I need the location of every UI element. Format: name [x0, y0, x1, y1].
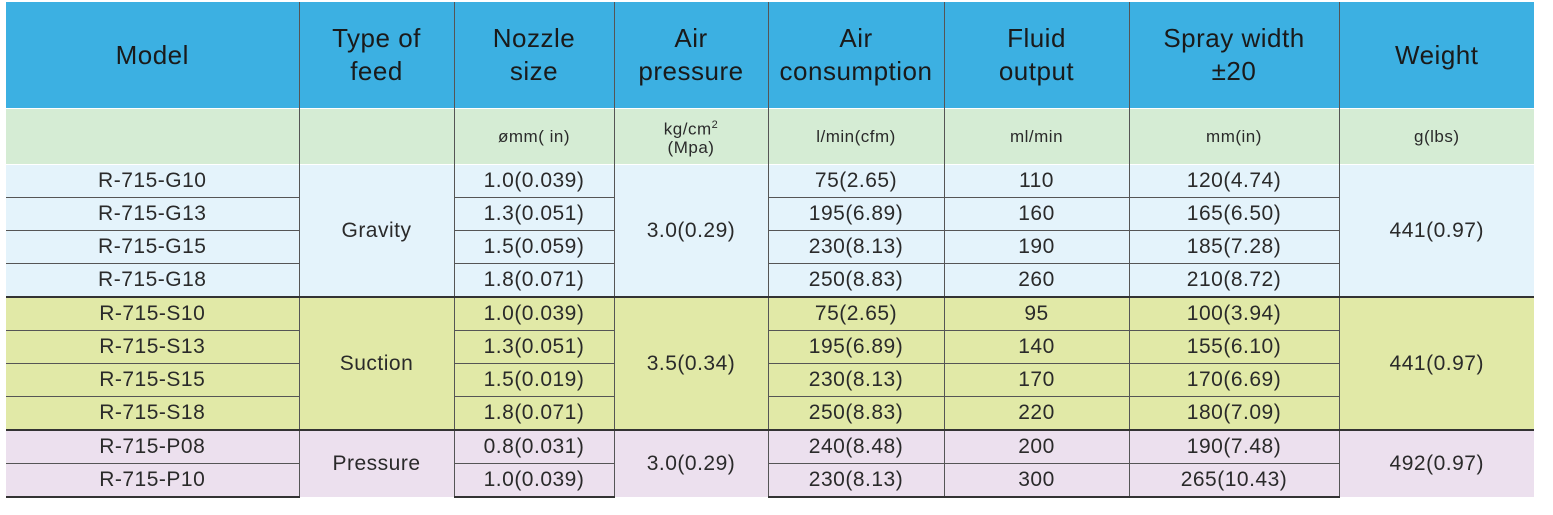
unit-air-pressure-superscript: 2	[711, 119, 719, 132]
cell-air-consumption: 195(6.89)	[767, 197, 944, 231]
cell-model: R-715-G18	[6, 263, 299, 297]
header-fluid-output: Fluid output	[943, 2, 1129, 109]
header-air-pressure: Air pressure	[613, 2, 768, 109]
unit-air-consumption: l/min(cfm)	[767, 108, 944, 165]
cell-spray-width: 265(10.43)	[1128, 463, 1339, 498]
cell-weight: 492(0.97)	[1338, 429, 1534, 497]
unit-model	[6, 108, 299, 165]
unit-type-of-feed	[298, 108, 454, 165]
cell-nozzle: 0.8(0.031)	[453, 429, 614, 464]
cell-nozzle: 1.0(0.039)	[453, 164, 614, 198]
cell-model: R-715-P10	[6, 463, 299, 498]
table-row: R-715-G10 Gravity 1.0(0.039) 3.0(0.29) 7…	[6, 164, 1534, 297]
unit-fluid-output: ml/min	[943, 108, 1129, 165]
header-model: Model	[6, 2, 299, 109]
cell-spray-width: 190(7.48)	[1128, 429, 1339, 464]
cell-air-consumption: 230(8.13)	[767, 463, 944, 498]
cell-spray-width: 100(3.94)	[1128, 296, 1339, 331]
cell-nozzle: 1.5(0.059)	[453, 230, 614, 264]
cell-model: R-715-S10	[6, 296, 299, 331]
header-weight: Weight	[1338, 2, 1534, 109]
header-nozzle-size-text: Nozzle size	[492, 23, 576, 86]
units-row: ømm( in) kg/cm2 (Mpa) l/min(cfm) ml/min …	[6, 108, 1534, 165]
cell-air-consumption: 250(8.83)	[767, 396, 944, 430]
spray-gun-spec-table: Model Type of feed Nozzle size Air press…	[6, 2, 1534, 498]
cell-weight: 441(0.97)	[1338, 164, 1534, 297]
cell-spray-width: 185(7.28)	[1128, 230, 1339, 264]
table-row: R-715-G18 1.8(0.071) 250(8.83) 260 210(8…	[6, 263, 1534, 297]
cell-fluid-output: 190	[943, 230, 1129, 264]
cell-model: R-715-S15	[6, 363, 299, 397]
unit-spray-width: mm(in)	[1128, 108, 1339, 165]
spray-gun-spec-table-wrapper: Model Type of feed Nozzle size Air press…	[6, 2, 1534, 498]
header-fluid-output-text: Fluid output	[998, 23, 1075, 86]
cell-spray-width: 210(8.72)	[1128, 263, 1339, 297]
cell-spray-width: 120(4.74)	[1128, 164, 1339, 198]
cell-air-consumption: 250(8.83)	[767, 263, 944, 297]
table-row: R-715-G15 1.5(0.059) 230(8.13) 190 185(7…	[6, 230, 1534, 264]
cell-nozzle: 1.8(0.071)	[453, 263, 614, 297]
cell-model: R-715-G15	[6, 230, 299, 264]
cell-air-consumption: 240(8.48)	[767, 429, 944, 464]
cell-nozzle: 1.5(0.019)	[453, 363, 614, 397]
cell-spray-width: 155(6.10)	[1128, 330, 1339, 364]
cell-fluid-output: 170	[943, 363, 1129, 397]
table-row: R-715-S13 1.3(0.051) 195(6.89) 140 155(6…	[6, 330, 1534, 364]
cell-air-pressure: 3.0(0.29)	[613, 164, 768, 297]
header-spray-width: Spray width ±20	[1128, 2, 1339, 109]
cell-fluid-output: 200	[943, 429, 1129, 464]
cell-nozzle: 1.0(0.039)	[453, 296, 614, 331]
header-type-of-feed-text: Type of feed	[332, 23, 421, 86]
unit-nozzle-size: ømm( in)	[453, 108, 614, 165]
cell-fluid-output: 220	[943, 396, 1129, 430]
cell-air-consumption: 230(8.13)	[767, 363, 944, 397]
cell-nozzle: 1.8(0.071)	[453, 396, 614, 430]
table-row: R-715-G13 1.3(0.051) 195(6.89) 160 165(6…	[6, 197, 1534, 231]
cell-model: R-715-P08	[6, 429, 299, 464]
cell-spray-width: 170(6.69)	[1128, 363, 1339, 397]
table-row: R-715-S18 1.8(0.071) 250(8.83) 220 180(7…	[6, 396, 1534, 430]
header-air-pressure-text: Air pressure	[638, 23, 744, 86]
cell-model: R-715-G13	[6, 197, 299, 231]
table-row: R-715-S10 Suction 1.0(0.039) 3.5(0.34) 7…	[6, 296, 1534, 430]
header-nozzle-size: Nozzle size	[453, 2, 614, 109]
cell-spray-width: 165(6.50)	[1128, 197, 1339, 231]
cell-model: R-715-G10	[6, 164, 299, 198]
cell-spray-width: 180(7.09)	[1128, 396, 1339, 430]
unit-air-pressure-mpa: (Mpa)	[667, 137, 715, 157]
cell-air-consumption: 75(2.65)	[767, 164, 944, 198]
cell-air-consumption: 195(6.89)	[767, 330, 944, 364]
cell-nozzle: 1.3(0.051)	[453, 330, 614, 364]
cell-nozzle: 1.3(0.051)	[453, 197, 614, 231]
unit-weight: g(lbs)	[1338, 108, 1534, 165]
table-row: R-715-P08 Pressure 0.8(0.031) 3.0(0.29) …	[6, 429, 1534, 497]
unit-air-pressure: kg/cm2 (Mpa)	[613, 108, 768, 165]
header-spray-width-text: Spray width ±20	[1163, 23, 1305, 86]
cell-fluid-output: 160	[943, 197, 1129, 231]
header-air-consumption-text: Air consumption	[779, 23, 933, 86]
cell-air-consumption: 75(2.65)	[767, 296, 944, 331]
cell-model: R-715-S18	[6, 396, 299, 430]
cell-fluid-output: 95	[943, 296, 1129, 331]
cell-feed-type: Gravity	[298, 164, 454, 297]
cell-fluid-output: 140	[943, 330, 1129, 364]
cell-model: R-715-S13	[6, 330, 299, 364]
cell-air-consumption: 230(8.13)	[767, 230, 944, 264]
cell-weight: 441(0.97)	[1338, 296, 1534, 430]
cell-air-pressure: 3.5(0.34)	[613, 296, 768, 430]
header-row: Model Type of feed Nozzle size Air press…	[6, 2, 1534, 109]
cell-fluid-output: 300	[943, 463, 1129, 498]
cell-nozzle: 1.0(0.039)	[453, 463, 614, 498]
header-type-of-feed: Type of feed	[298, 2, 454, 109]
cell-air-pressure: 3.0(0.29)	[613, 429, 768, 497]
table-row: R-715-S15 1.5(0.019) 230(8.13) 170 170(6…	[6, 363, 1534, 397]
cell-fluid-output: 260	[943, 263, 1129, 297]
cell-fluid-output: 110	[943, 164, 1129, 198]
table-row: R-715-P10 1.0(0.039) 230(8.13) 300 265(1…	[6, 463, 1534, 498]
cell-feed-type: Pressure	[298, 429, 454, 497]
cell-feed-type: Suction	[298, 296, 454, 430]
header-air-consumption: Air consumption	[767, 2, 944, 109]
unit-air-pressure-main: kg/cm	[663, 119, 712, 139]
